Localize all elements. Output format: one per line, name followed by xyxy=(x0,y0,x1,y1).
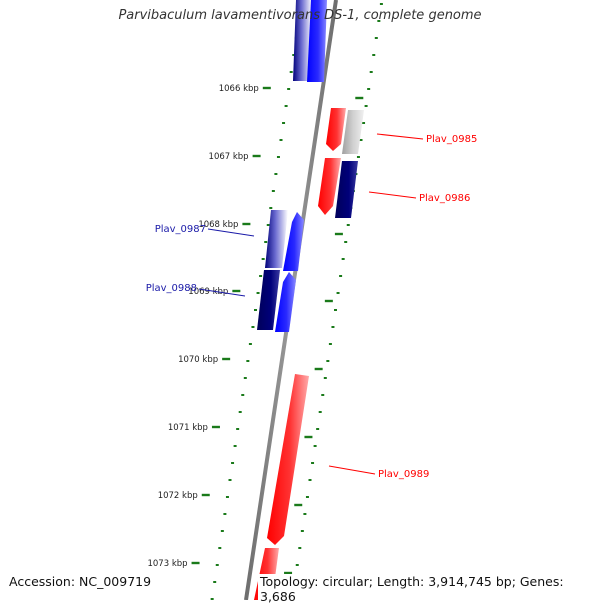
genome-summary-text: Topology: circular; Length: 3,914,745 bp… xyxy=(258,574,600,604)
gene-label-plav-0986[interactable]: Plav_0986 xyxy=(419,193,470,204)
tick-label: 1069 kbp xyxy=(188,287,228,297)
gene-label-leader xyxy=(376,133,424,140)
tick-label: 1068 kbp xyxy=(198,220,238,230)
tick-layer xyxy=(191,3,383,600)
gene-label-leader xyxy=(198,288,246,297)
gene-arrow-plav-0987[interactable] xyxy=(265,210,288,268)
tick-label: 1070 kbp xyxy=(178,355,218,365)
gene-label-plav-0987[interactable]: Plav_0987 xyxy=(155,224,206,235)
gene-arrow[interactable] xyxy=(293,0,312,81)
gene-label-plav-0985[interactable]: Plav_0985 xyxy=(426,134,477,145)
tick-label: 1072 kbp xyxy=(158,491,198,501)
genome-title: Parvibaculum lavamentivorans DS-1, compl… xyxy=(118,8,482,23)
gene-arrow-plav-0988[interactable] xyxy=(257,270,280,330)
gene-arrow[interactable] xyxy=(335,161,358,218)
tick-label: 1067 kbp xyxy=(209,152,249,162)
tick-label: 1066 kbp xyxy=(219,84,259,94)
tick-label: 1071 kbp xyxy=(168,423,208,433)
gene-arrow[interactable] xyxy=(275,272,296,332)
gene-label-plav-0989[interactable]: Plav_0989 xyxy=(378,469,429,480)
gene-arrow[interactable] xyxy=(307,0,327,82)
tick-label: 1073 kbp xyxy=(147,559,187,569)
label-layer: 1066 kbp 1067 kbp 1068 kbp 1069 kbp 1070 kbp… xyxy=(146,84,478,569)
gene-arrow[interactable] xyxy=(342,110,364,154)
gene-label-leader xyxy=(328,465,376,475)
gene-label-leader xyxy=(368,191,417,199)
feature-layer xyxy=(254,0,364,600)
gene-arrow[interactable] xyxy=(283,212,304,271)
accession-text: Accession: NC_009719 xyxy=(7,574,154,589)
gene-label-leader xyxy=(207,228,255,237)
gene-arrow-plav-0986[interactable] xyxy=(318,158,341,215)
gene-label-plav-0988[interactable]: Plav_0988 xyxy=(146,283,197,294)
gene-arrow-plav-0989[interactable] xyxy=(267,374,309,545)
gene-arrow-plav-0985[interactable] xyxy=(326,108,346,151)
